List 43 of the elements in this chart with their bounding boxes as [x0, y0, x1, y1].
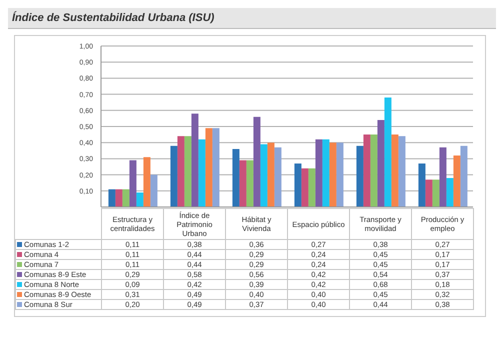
bar — [453, 155, 460, 207]
bar — [460, 146, 468, 207]
bar — [377, 120, 384, 207]
bar — [239, 160, 246, 207]
bar — [398, 136, 406, 207]
chart-title: Índice de Sustentabilidad Urbana (ISU) — [8, 8, 496, 29]
bar — [143, 157, 150, 207]
bar — [356, 146, 364, 207]
bar — [150, 174, 158, 207]
bar — [177, 136, 184, 207]
bar — [274, 147, 282, 207]
bar — [322, 139, 330, 207]
bar — [232, 149, 240, 207]
bar — [260, 144, 268, 207]
bar — [446, 178, 454, 207]
bar — [115, 189, 122, 207]
bar — [205, 128, 212, 207]
bar — [294, 164, 302, 207]
bar — [308, 168, 316, 207]
bar — [363, 134, 370, 207]
bar — [315, 139, 322, 207]
bar — [212, 128, 220, 207]
bar — [370, 134, 378, 207]
bar — [129, 160, 136, 207]
bar — [191, 114, 198, 207]
bar — [170, 146, 178, 207]
bar — [439, 147, 446, 207]
bar — [108, 189, 116, 207]
bar — [384, 98, 392, 207]
bar — [432, 180, 440, 207]
bar — [267, 142, 274, 207]
bar — [391, 134, 398, 207]
bar — [136, 192, 144, 207]
bar — [301, 168, 308, 207]
bar — [184, 136, 192, 207]
bar — [246, 160, 254, 207]
bar — [253, 116, 260, 207]
bar — [329, 142, 336, 207]
bar — [122, 189, 130, 207]
bar — [418, 164, 426, 207]
bar — [198, 139, 206, 207]
bar — [336, 142, 344, 207]
bar — [425, 180, 432, 207]
